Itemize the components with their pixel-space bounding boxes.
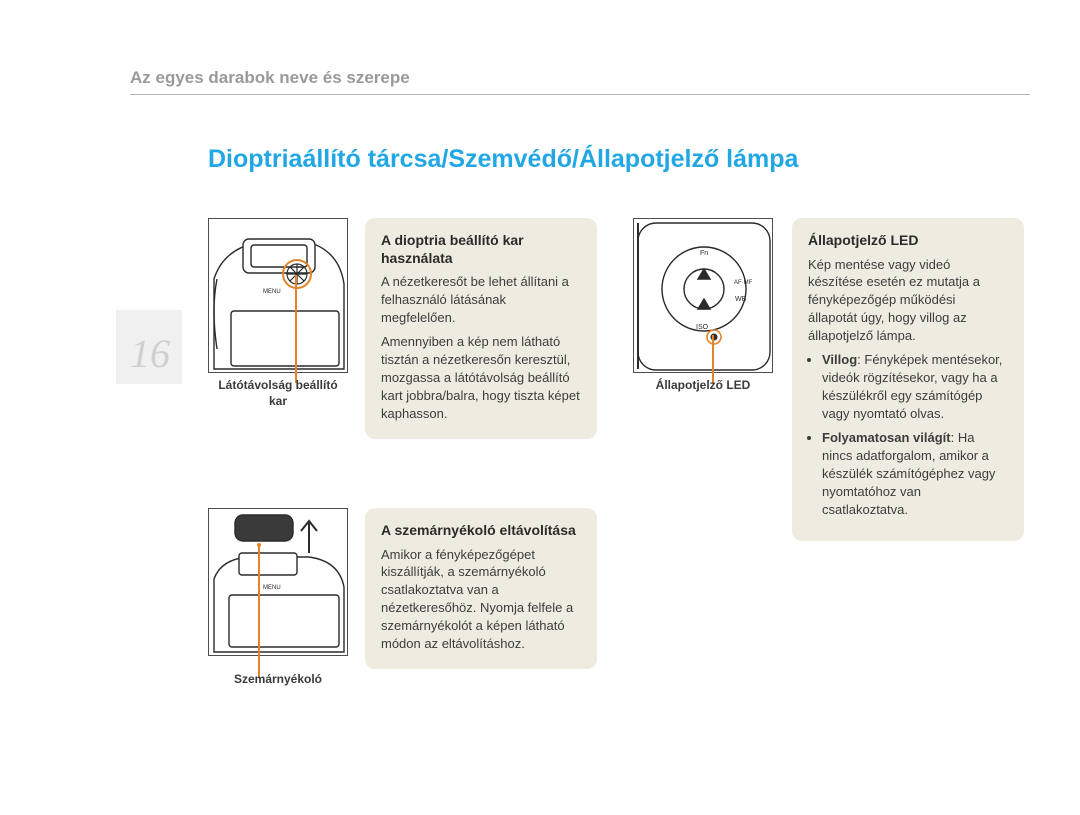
infobox-list: Villog: Fényképek mentésekor, videók rög…: [808, 351, 1008, 518]
section-header: Az egyes darabok neve és szerepe: [130, 68, 1030, 95]
list-item: Villog: Fényképek mentésekor, videók rög…: [822, 351, 1008, 423]
infobox-heading: A dioptria beállító kar használata: [381, 232, 581, 267]
svg-text:AF·MF: AF·MF: [734, 280, 753, 286]
illustration-eyecup-removal: MENU: [208, 508, 348, 656]
infobox-led: Állapotjelző LED Kép mentése vagy videó …: [792, 218, 1024, 541]
caption-dioptre: Látótávolság beállító kar: [208, 378, 348, 409]
header-rule: [130, 94, 1030, 95]
manual-page: Az egyes darabok neve és szerepe Dioptri…: [0, 0, 1080, 815]
infobox-heading: A szemárnyékoló eltávolítása: [381, 522, 581, 540]
leader-line: [712, 335, 714, 383]
leader-line: [295, 275, 297, 383]
infobox-text: Amikor a fényképezőgépet kiszállítják, a…: [381, 546, 581, 654]
infobox-heading: Állapotjelző LED: [808, 232, 1008, 250]
infobox-removal: A szemárnyékoló eltávolítása Amikor a fé…: [365, 508, 597, 669]
svg-text:MENU: MENU: [263, 585, 281, 591]
page-number: 16: [130, 330, 170, 377]
illustration-dioptre-dial: MENU: [208, 218, 348, 373]
caption-eyecup: Szemárnyékoló: [208, 672, 348, 688]
svg-text:ISO: ISO: [696, 324, 709, 331]
leader-line: [258, 544, 260, 678]
caption-led: Állapotjelző LED: [633, 378, 773, 394]
svg-text:Fn: Fn: [700, 250, 708, 257]
infobox-text: A nézetkeresőt be lehet állítani a felha…: [381, 273, 581, 327]
list-item: Folyamatosan világít: Ha nincs adatforga…: [822, 429, 1008, 519]
page-title: Dioptriaállító tárcsa/Szemvédő/Állapotje…: [208, 145, 798, 174]
section-title: Az egyes darabok neve és szerepe: [130, 68, 1030, 88]
illustration-status-led: Fn AF·MF WB ISO: [633, 218, 773, 373]
infobox-dioptre: A dioptria beállító kar használata A néz…: [365, 218, 597, 439]
svg-text:WB: WB: [735, 296, 747, 303]
infobox-text: Amennyiben a kép nem látható tisztán a n…: [381, 333, 581, 423]
svg-text:MENU: MENU: [263, 289, 281, 295]
infobox-text: Kép mentése vagy videó készítése esetén …: [808, 256, 1008, 346]
